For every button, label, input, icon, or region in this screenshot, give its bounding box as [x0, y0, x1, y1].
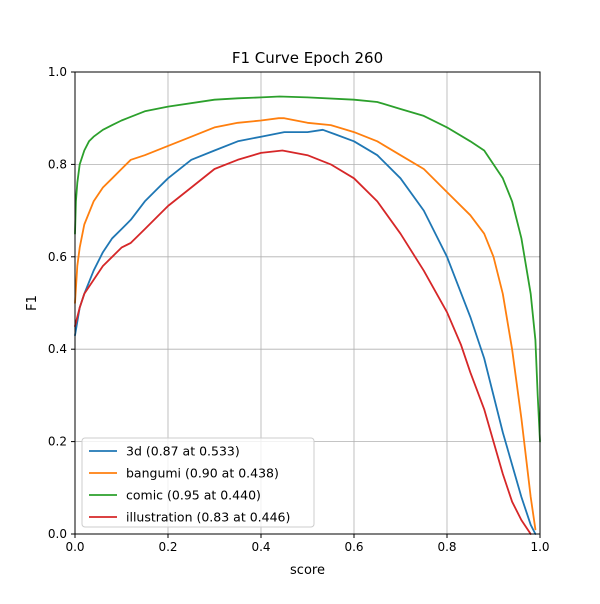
- y-tick-label: 1.0: [48, 65, 67, 79]
- series-line-2: [74, 95, 541, 443]
- x-tick-label: 1.0: [530, 540, 549, 554]
- series-lines: [74, 95, 541, 535]
- legend-label: comic (0.95 at 0.440): [126, 488, 261, 503]
- y-tick-label: 0.4: [48, 342, 67, 356]
- legend: 3d (0.87 at 0.533) bangumi (0.90 at 0.438…: [81, 437, 315, 528]
- series-line-3: [74, 149, 532, 535]
- chart-title: F1 Curve Epoch 260: [232, 49, 383, 67]
- y-tick-label: 0.0: [48, 527, 67, 541]
- axis-ticks: 0.0 0.2 0.4 0.6 0.8 1.0 0.0 0.2 0.4 0.6 0.8 1.0: [48, 65, 550, 554]
- x-tick-label: 0.0: [65, 540, 84, 554]
- series-line-1: [74, 117, 537, 531]
- legend-frame: [81, 437, 315, 528]
- y-tick-label: 0.6: [48, 250, 67, 264]
- legend-label: illustration (0.83 at 0.446): [126, 510, 290, 525]
- legend-items: 3d (0.87 at 0.533) bangumi (0.90 at 0.438…: [89, 444, 290, 525]
- y-tick-label: 0.8: [48, 157, 67, 171]
- x-axis-label: score: [290, 563, 325, 578]
- x-tick-label: 0.8: [437, 540, 456, 554]
- y-axis-label: F1: [25, 295, 40, 311]
- legend-label: 3d (0.87 at 0.533): [126, 444, 240, 459]
- x-tick-label: 0.6: [344, 540, 363, 554]
- series-line-0: [74, 128, 537, 535]
- x-tick-label: 0.4: [251, 540, 270, 554]
- y-tick-label: 0.2: [48, 435, 67, 449]
- legend-label: bangumi (0.90 at 0.438): [126, 466, 279, 481]
- plot-frame: [74, 71, 541, 535]
- x-tick-label: 0.2: [158, 540, 177, 554]
